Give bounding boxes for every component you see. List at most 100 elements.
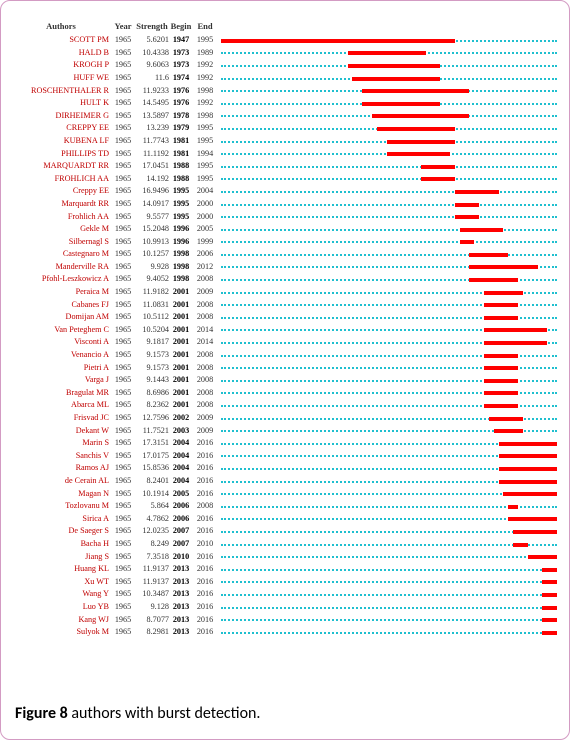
timeline xyxy=(221,452,557,459)
strength-cell: 9.1443 xyxy=(135,376,169,384)
burst-bar xyxy=(499,442,557,446)
data-row: Castegnaro M196510.125719982006 xyxy=(13,248,557,261)
strength-cell: 17.0451 xyxy=(135,162,169,170)
data-row: Pietri A19659.157320012008 xyxy=(13,361,557,374)
data-row: Varga J19659.144320012008 xyxy=(13,374,557,387)
timeline-baseline xyxy=(221,632,557,634)
author-cell: Frisvad JC xyxy=(13,414,111,422)
strength-cell: 17.3151 xyxy=(135,439,169,447)
burst-bar xyxy=(484,341,547,345)
end-cell: 1995 xyxy=(193,137,217,145)
year-cell: 1965 xyxy=(111,313,135,321)
timeline xyxy=(221,566,557,573)
year-cell: 1965 xyxy=(111,578,135,586)
year-cell: 1965 xyxy=(111,427,135,435)
strength-cell: 7.3518 xyxy=(135,553,169,561)
strength-cell: 5.864 xyxy=(135,502,169,510)
burst-bar xyxy=(469,253,508,257)
strength-cell: 9.5577 xyxy=(135,213,169,221)
burst-bar xyxy=(460,228,504,232)
end-cell: 2008 xyxy=(193,364,217,372)
begin-cell: 2004 xyxy=(169,477,193,485)
burst-bar xyxy=(494,429,523,433)
data-row: Bacha H19658.24920072010 xyxy=(13,538,557,551)
author-cell: Venancio A xyxy=(13,351,111,359)
data-row: PHILLIPS TD196511.119219811994 xyxy=(13,147,557,160)
author-cell: Castegnaro M xyxy=(13,250,111,258)
data-row: Frohlich AA19659.557719952000 xyxy=(13,210,557,223)
strength-cell: 15.8536 xyxy=(135,464,169,472)
burst-bar xyxy=(484,366,518,370)
timeline xyxy=(221,289,557,296)
begin-cell: 1981 xyxy=(169,137,193,145)
author-cell: Luo YB xyxy=(13,603,111,611)
timeline-baseline xyxy=(221,531,557,533)
year-cell: 1965 xyxy=(111,553,135,561)
timeline xyxy=(221,276,557,283)
timeline xyxy=(221,125,557,132)
author-cell: Frohlich AA xyxy=(13,213,111,221)
strength-cell: 11.6 xyxy=(135,74,169,82)
begin-cell: 1995 xyxy=(169,187,193,195)
timeline xyxy=(221,37,557,44)
strength-cell: 9.1817 xyxy=(135,338,169,346)
begin-cell: 1998 xyxy=(169,250,193,258)
data-row: Peraica M196511.918220012009 xyxy=(13,286,557,299)
author-cell: Manderville RA xyxy=(13,263,111,271)
begin-cell: 1988 xyxy=(169,162,193,170)
year-cell: 1965 xyxy=(111,616,135,624)
data-row: Huang KL196511.913720132016 xyxy=(13,563,557,576)
data-row: FROHLICH AA196514.19219881995 xyxy=(13,173,557,186)
data-row: Creppy EE196516.949619952004 xyxy=(13,185,557,198)
end-cell: 1995 xyxy=(193,175,217,183)
end-cell: 2006 xyxy=(193,250,217,258)
author-cell: CREPPY EE xyxy=(13,124,111,132)
author-cell: MARQUARDT RR xyxy=(13,162,111,170)
end-cell: 2008 xyxy=(193,401,217,409)
author-cell: Wang Y xyxy=(13,590,111,598)
end-cell: 1992 xyxy=(193,61,217,69)
end-cell: 2008 xyxy=(193,502,217,510)
end-cell: 2016 xyxy=(193,578,217,586)
year-cell: 1965 xyxy=(111,162,135,170)
burst-bar xyxy=(377,127,455,131)
end-cell: 2008 xyxy=(193,301,217,309)
timeline-baseline xyxy=(221,166,557,168)
data-row: HUFF WE196511.619741992 xyxy=(13,72,557,85)
burst-bar xyxy=(455,190,499,194)
data-row: CREPPY EE196513.23919791995 xyxy=(13,122,557,135)
author-cell: Abarca ML xyxy=(13,401,111,409)
timeline xyxy=(221,226,557,233)
timeline-baseline xyxy=(221,607,557,609)
author-cell: Gekle M xyxy=(13,225,111,233)
author-cell: Creppy EE xyxy=(13,187,111,195)
data-row: Sulyok M19658.298120132016 xyxy=(13,626,557,639)
strength-cell: 11.9137 xyxy=(135,578,169,586)
year-cell: 1965 xyxy=(111,326,135,334)
author-cell: FROHLICH AA xyxy=(13,175,111,183)
burst-bar xyxy=(455,215,479,219)
begin-cell: 2013 xyxy=(169,590,193,598)
begin-cell: 1988 xyxy=(169,175,193,183)
end-cell: 2012 xyxy=(193,263,217,271)
timeline xyxy=(221,604,557,611)
timeline-baseline xyxy=(221,556,557,558)
burst-bar xyxy=(542,606,557,610)
strength-cell: 15.2048 xyxy=(135,225,169,233)
data-row: SCOTT PM19655.620119471995 xyxy=(13,34,557,47)
burst-bar xyxy=(484,354,518,358)
figure-label: Figure 8 xyxy=(15,704,68,723)
timeline xyxy=(221,263,557,270)
year-cell: 1965 xyxy=(111,389,135,397)
end-cell: 2016 xyxy=(193,565,217,573)
burst-bar xyxy=(460,240,475,244)
begin-cell: 2013 xyxy=(169,628,193,636)
author-cell: Varga J xyxy=(13,376,111,384)
burst-bar xyxy=(352,77,440,81)
year-cell: 1965 xyxy=(111,175,135,183)
year-cell: 1965 xyxy=(111,364,135,372)
end-cell: 2016 xyxy=(193,590,217,598)
timeline xyxy=(221,326,557,333)
timeline xyxy=(221,213,557,220)
burst-bar xyxy=(542,618,557,622)
